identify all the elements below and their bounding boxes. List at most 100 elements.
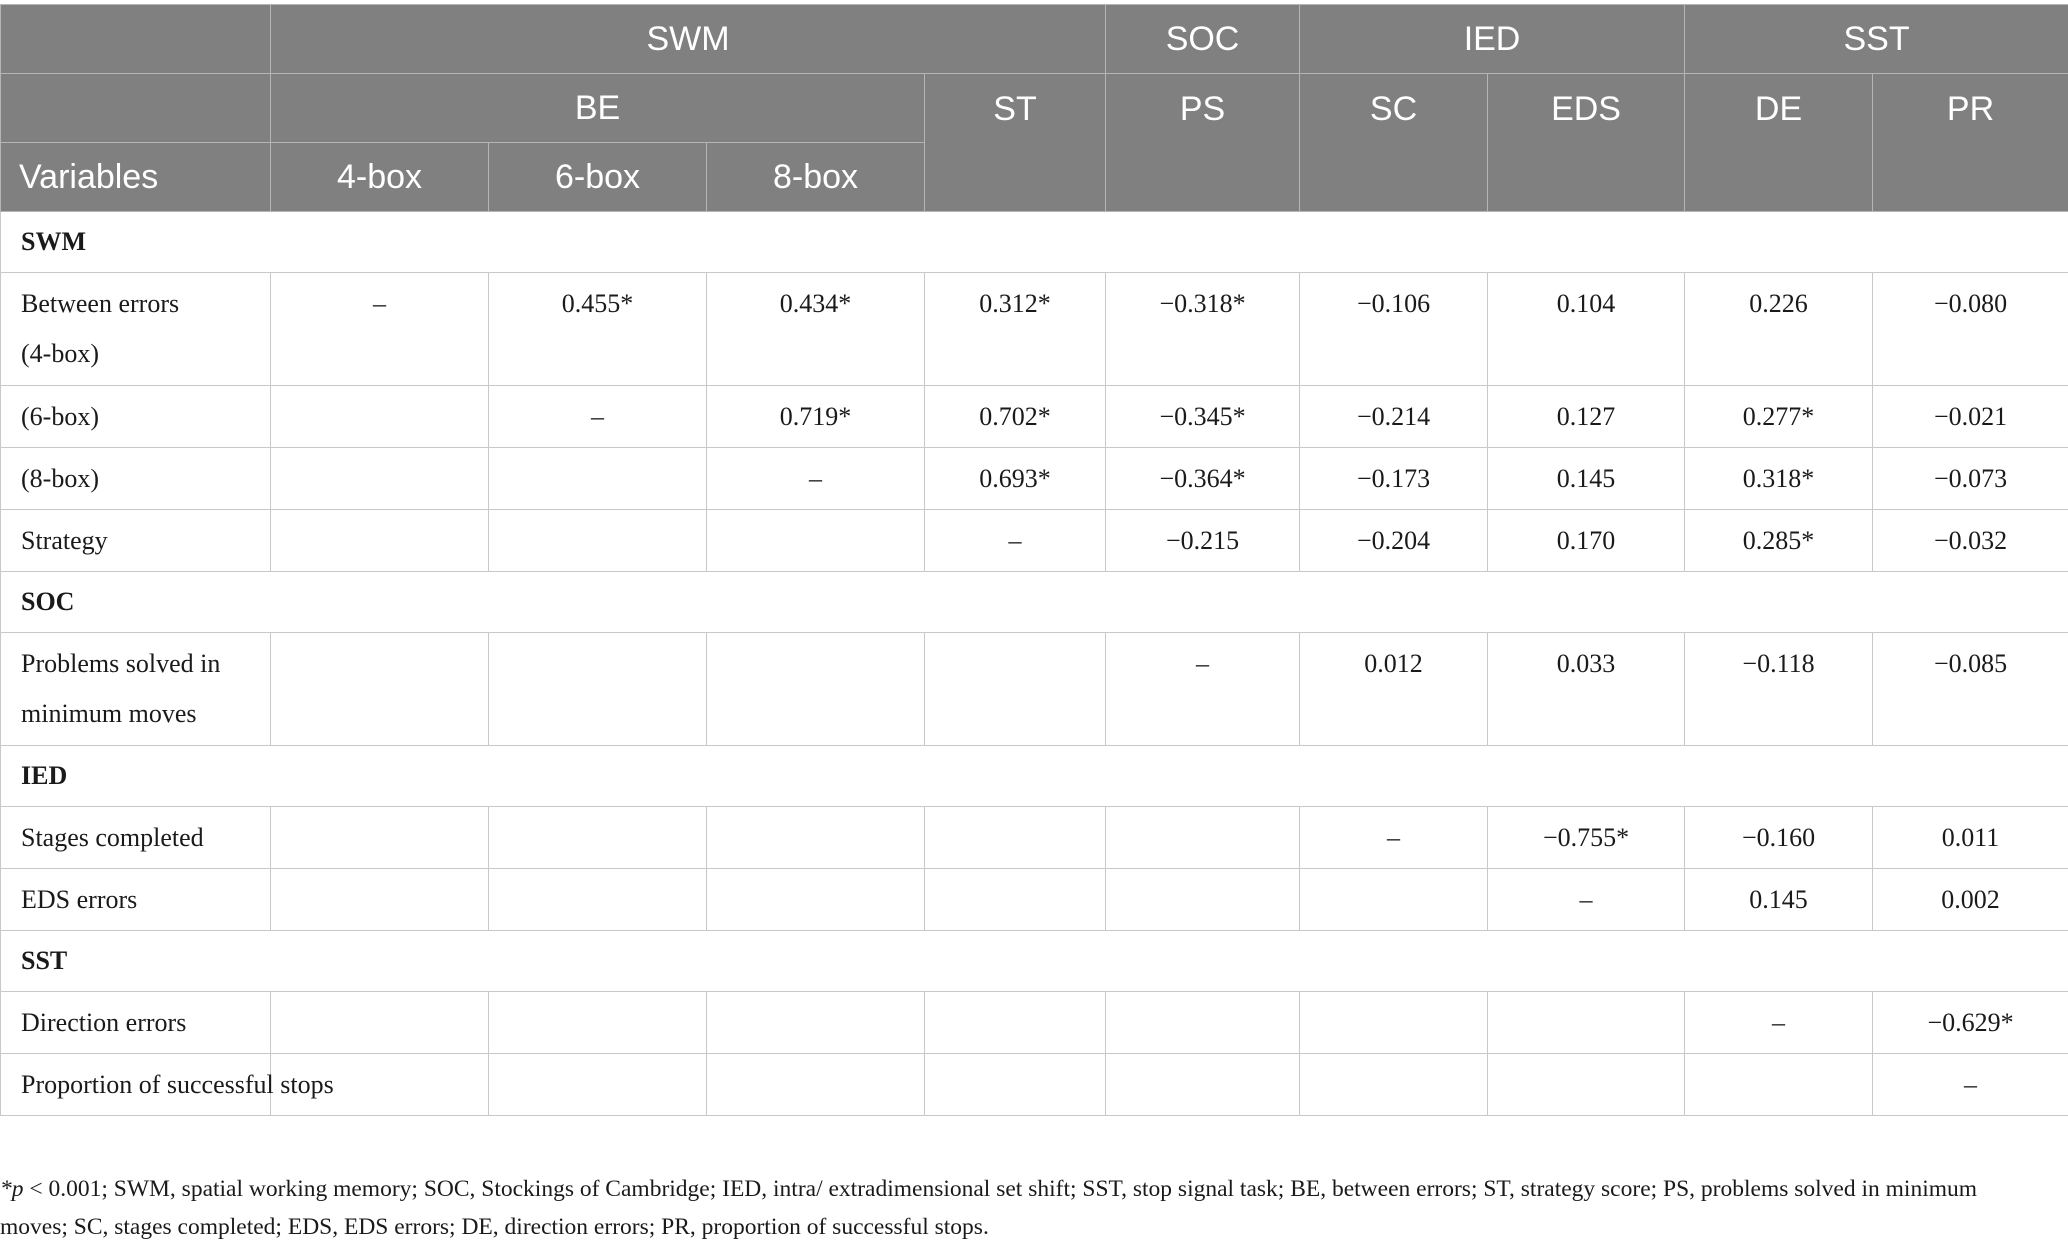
table-cell: 0.719*: [706, 385, 925, 448]
table-cell: 0.455*: [488, 272, 707, 386]
row-label: Direction errors: [0, 991, 271, 1054]
table-cell: 0.702*: [923, 385, 1107, 448]
table-row: (6-box) –0.719* 0.702* −0.345* −0.214 0.127 0.…: [0, 385, 2068, 448]
table-cell: 0.226: [1684, 272, 1874, 386]
table-cell: [488, 447, 707, 510]
table-cell: [1487, 1053, 1686, 1116]
table-cell: −0.073: [1872, 447, 2068, 510]
table-cell: 0.011: [1872, 806, 2068, 869]
table-cell: 0.127: [1487, 385, 1686, 448]
table-cell: 0.318*: [1684, 447, 1874, 510]
table-cell: [270, 509, 489, 572]
table-cell: −0.106: [1299, 272, 1489, 386]
table-row: Direction errors – −0.629*: [0, 991, 2068, 1054]
table-cell: [270, 991, 489, 1054]
table-cell: –: [1487, 868, 1686, 931]
header-sub-ps: PS: [1105, 73, 1301, 212]
table-cell: [706, 991, 925, 1054]
header-group-ied: IED: [1299, 4, 1686, 74]
footnote-text: < 0.001; SWM, spatial working memory; SO…: [0, 1176, 1978, 1240]
table-cell: −0.345*: [1105, 385, 1301, 448]
header-variables: Variables: [0, 142, 271, 212]
header-sub-pr: PR: [1872, 73, 2068, 212]
table-cell: 0.002: [1872, 868, 2068, 931]
table-cell: [270, 385, 489, 448]
table-cell: [1299, 868, 1489, 931]
table-cell: −0.364*: [1105, 447, 1301, 510]
table-cell: [488, 632, 707, 746]
table-cell: 0.312*: [923, 272, 1107, 386]
header-sub-de: DE: [1684, 73, 1874, 212]
table-cell: [923, 991, 1107, 1054]
table-cell: −0.204: [1299, 509, 1489, 572]
table-cell: [488, 1053, 707, 1116]
table-cell: [1299, 991, 1489, 1054]
table-cell: [706, 1053, 925, 1116]
table-row: Between errors (4-box) –0.455* 0.434* 0.312*…: [0, 272, 2068, 386]
table-cell: –: [923, 509, 1107, 572]
header-empty-corner: [0, 4, 271, 74]
correlation-table: SWM SOC IED SST BE ST PS SC EDS DE PR Va…: [0, 4, 2068, 1116]
table-cell: [1105, 1053, 1301, 1116]
table-cell: –: [706, 447, 925, 510]
table-row: Proportion of successful stops –: [0, 1053, 2068, 1116]
table-cell: [1487, 991, 1686, 1054]
table-cell: –: [270, 272, 489, 386]
table-cell: [923, 632, 1107, 746]
table-cell: –: [1872, 1053, 2068, 1116]
table-cell: [270, 447, 489, 510]
table-cell: −0.755*: [1487, 806, 1686, 869]
section-row-swm: SWM: [0, 211, 2068, 273]
section-row-ied: IED: [0, 745, 2068, 807]
table-cell: −0.032: [1872, 509, 2068, 572]
header-empty-corner-2: [0, 73, 271, 143]
table-cell: [706, 806, 925, 869]
table-cell: 0.145: [1487, 447, 1686, 510]
table-cell: 0.033: [1487, 632, 1686, 746]
header-sub-be: BE: [270, 73, 925, 143]
section-label: SST: [0, 930, 2068, 992]
table-cell: [706, 632, 925, 746]
table-cell: [706, 509, 925, 572]
section-label: SOC: [0, 571, 2068, 633]
table-cell: [270, 868, 489, 931]
table-row: (8-box) –0.693* −0.364* −0.173 0.145 0.318* −0…: [0, 447, 2068, 510]
section-row-soc: SOC: [0, 571, 2068, 633]
section-row-sst: SST: [0, 930, 2068, 992]
header-sub-sc: SC: [1299, 73, 1489, 212]
table-cell: −0.118: [1684, 632, 1874, 746]
section-label: IED: [0, 745, 2068, 807]
header-8-box: 8-box: [706, 142, 925, 212]
table-cell: −0.629*: [1872, 991, 2068, 1054]
table-row: Strategy – −0.215 −0.204 0.170 0.285* −0.032: [0, 509, 2068, 572]
footnote-symbol: *p: [0, 1176, 24, 1202]
table-cell: [488, 509, 707, 572]
table-cell: [706, 868, 925, 931]
table-cell: 0.693*: [923, 447, 1107, 510]
table-row: Problems solved in minimum moves –0.012 0.0…: [0, 632, 2068, 746]
table-cell: −0.021: [1872, 385, 2068, 448]
header-group-swm: SWM: [269, 4, 1107, 74]
table-cell: –: [1299, 806, 1489, 869]
table-cell: −0.160: [1684, 806, 1874, 869]
table-cell: 0.104: [1487, 272, 1686, 386]
table-cell: –: [488, 385, 707, 448]
table-cell: 0.285*: [1684, 509, 1874, 572]
row-label: EDS errors: [0, 868, 271, 931]
table-row: Stages completed – −0.755* −0.160 0.011: [0, 806, 2068, 869]
table-cell: [1105, 806, 1301, 869]
row-label: Problems solved in minimum moves: [0, 632, 271, 746]
table-cell: [923, 806, 1107, 869]
header-6-box: 6-box: [488, 142, 707, 212]
table-cell: –: [1105, 632, 1301, 746]
row-label: (6-box): [0, 385, 271, 448]
table-cell: 0.145: [1684, 868, 1874, 931]
table-cell: [1105, 868, 1301, 931]
table-cell: 0.277*: [1684, 385, 1874, 448]
table-cell: [923, 1053, 1107, 1116]
table-cell: −0.214: [1299, 385, 1489, 448]
table-header: SWM SOC IED SST BE ST PS SC EDS DE PR Va…: [0, 4, 2068, 212]
table-cell: −0.318*: [1105, 272, 1301, 386]
table-cell: 0.434*: [706, 272, 925, 386]
table-cell: 0.012: [1299, 632, 1489, 746]
